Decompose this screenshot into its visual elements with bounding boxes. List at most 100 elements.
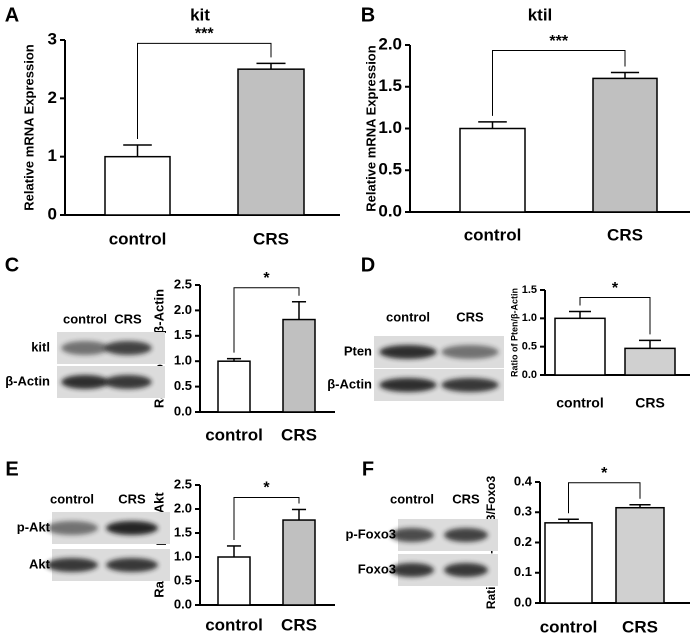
significance-label: * — [263, 480, 270, 497]
x-tick-label: CRS — [281, 615, 317, 634]
y-tick-label: 0.2 — [514, 534, 532, 549]
blot-band — [441, 345, 499, 359]
panel-letter: D — [361, 254, 375, 276]
significance-label: * — [263, 270, 270, 287]
y-axis-label: Ratio of pAkt/Akt — [151, 492, 166, 598]
significance-bracket — [137, 42, 272, 139]
x-tick-label: CRS — [622, 617, 658, 636]
row-label: Akt — [29, 556, 51, 571]
y-tick-label: 0.0 — [378, 201, 402, 220]
blot-band — [106, 558, 158, 572]
row-label: p-Foxo3 — [345, 526, 396, 541]
bar — [592, 77, 658, 213]
y-tick-label: 0.0 — [174, 403, 192, 418]
x-tick-label: control — [540, 617, 598, 636]
bar — [104, 155, 171, 216]
row-label: Foxo3 — [358, 561, 396, 576]
y-tick-label: 1.0 — [522, 312, 537, 324]
panel-letter: E — [5, 458, 18, 480]
x-tick-label: control — [205, 615, 263, 634]
row-label: p-Akt — [17, 519, 51, 534]
y-tick-label: 2.0 — [174, 302, 192, 317]
y-tick-label: 0.0 — [514, 594, 532, 609]
y-tick-label: 1 — [48, 146, 57, 165]
lane-label: control — [390, 491, 434, 506]
lane-label: control — [50, 491, 94, 506]
significance-bracket — [233, 287, 300, 353]
x-tick-label: control — [556, 395, 603, 411]
row-label: β-Actin — [327, 376, 372, 391]
bar — [459, 127, 526, 213]
y-tick-label: 1.0 — [174, 353, 192, 368]
panel-letter: F — [362, 458, 374, 480]
y-tick-label: 1.5 — [174, 524, 192, 539]
lane-label: CRS — [118, 491, 146, 506]
y-tick-label: 2 — [48, 88, 57, 107]
significance-bracket — [568, 482, 641, 514]
blot-band — [46, 521, 98, 535]
y-tick-label: 0.5 — [378, 160, 402, 179]
y-tick-label: 2.5 — [174, 476, 192, 491]
lane-label: control — [386, 309, 430, 324]
panel-letter: A — [5, 4, 19, 26]
blot-band — [444, 563, 488, 577]
lane-label: control — [63, 311, 107, 326]
blot-band — [390, 528, 434, 542]
significance-bracket — [233, 496, 300, 540]
bar — [217, 360, 251, 413]
x-tick-label: CRS — [253, 229, 289, 248]
blot-band — [61, 341, 109, 355]
bar — [544, 522, 593, 604]
significance-bracket — [492, 50, 626, 116]
y-tick-label: 0 — [48, 204, 57, 223]
x-tick-label: CRS — [281, 425, 317, 444]
x-tick-label: CRS — [607, 225, 643, 244]
y-axis-label: Relative mRNA Expression — [363, 45, 378, 211]
blot-band — [379, 345, 437, 359]
y-tick-label: 1.0 — [378, 118, 402, 137]
chart-title: ktil — [528, 5, 553, 24]
y-axis-label: Ratio of Pten/β-Actin — [509, 288, 519, 377]
y-tick-label: 0.5 — [174, 572, 192, 587]
y-tick-label: 2.0 — [378, 34, 402, 53]
row-label: kitl — [31, 339, 50, 354]
blot-band — [444, 528, 488, 542]
bar — [217, 556, 251, 606]
blot-band — [46, 558, 98, 572]
bar — [554, 317, 606, 376]
blot-band — [441, 378, 499, 392]
blot-band — [104, 341, 152, 355]
row-label: Pten — [344, 343, 372, 358]
blot-band — [104, 375, 152, 389]
panel-letter: B — [361, 4, 375, 26]
y-tick-label: 2.0 — [174, 500, 192, 515]
y-tick-label: 0.5 — [522, 341, 537, 353]
bar — [282, 318, 316, 413]
y-tick-label: 3 — [48, 29, 57, 48]
row-label: β-Actin — [5, 373, 50, 388]
y-tick-label: 1.5 — [378, 76, 402, 95]
significance-label: *** — [549, 33, 568, 50]
y-axis-label: Relative mRNA Expression — [21, 44, 36, 210]
y-tick-label: 0.0 — [522, 369, 537, 381]
significance-label: * — [601, 465, 608, 482]
y-tick-label: 0.0 — [174, 596, 192, 611]
bar — [624, 347, 676, 376]
y-tick-label: 0.3 — [514, 504, 532, 519]
lane-label: CRS — [456, 309, 484, 324]
y-tick-label: 1.5 — [522, 284, 537, 296]
x-tick-label: CRS — [635, 395, 665, 411]
y-tick-label: 0.5 — [174, 378, 192, 393]
blot-band — [379, 378, 437, 392]
significance-label: *** — [195, 26, 214, 43]
panel-letter: C — [5, 254, 19, 276]
y-tick-label: 2.5 — [174, 276, 192, 291]
significance-bracket — [579, 297, 651, 335]
bar — [237, 68, 305, 216]
y-tick-label: 1.5 — [174, 327, 192, 342]
lane-label: CRS — [452, 491, 480, 506]
y-tick-label: 1.0 — [174, 548, 192, 563]
bar — [282, 519, 316, 606]
lane-label: CRS — [114, 311, 142, 326]
